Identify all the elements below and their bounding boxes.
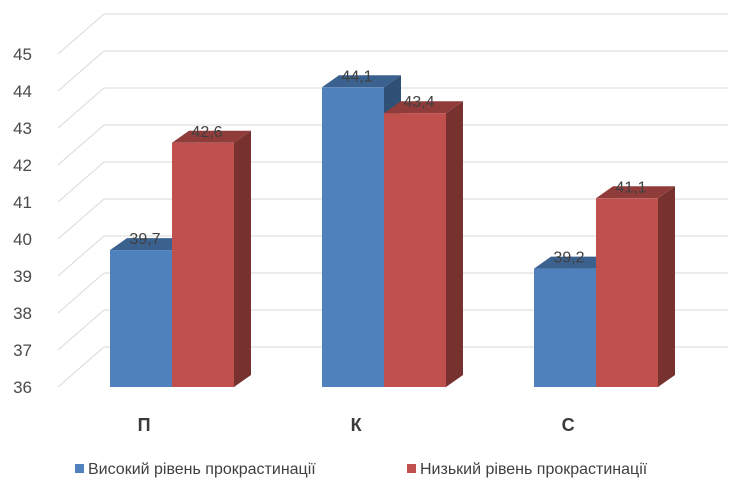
y-tick-label: 42 [13,156,32,175]
legend: Високий рівень прокрастинації Низький рів… [75,461,648,478]
legend-label: Низький рівень прокрастинації [420,461,648,478]
bar-side [658,186,675,387]
grid-line-diagonal [57,309,105,351]
legend-swatch [75,464,84,473]
bar-front [322,87,384,388]
y-tick-label: 36 [13,378,32,397]
bar-low-2 [596,186,675,387]
grid-line-diagonal [57,161,105,203]
bar-side [446,101,463,387]
bar-top [322,75,401,88]
grid-line-diagonal [57,235,105,277]
data-label: 42,6 [191,124,222,141]
bars [110,75,675,388]
data-label: 43,4 [403,94,434,111]
x-category-label: П [138,415,151,435]
grid-line-diagonal [57,13,105,55]
bar-top [534,256,613,269]
grid-line-diagonal [57,346,105,388]
bar-side [234,130,251,388]
legend-swatch [407,464,416,473]
x-category-label: К [351,415,363,435]
y-tick-label: 37 [13,341,32,360]
legend-label: Високий рівень прокрастинації [88,461,316,478]
grid-line-diagonal [57,87,105,129]
y-tick-label: 40 [13,230,32,249]
grid-line-diagonal [57,198,105,240]
y-tick-label: 38 [13,304,32,323]
bar-top [596,186,675,199]
bar-low-1 [384,101,463,387]
bar-top [172,130,251,143]
bar-front [172,142,234,387]
bar-front [534,268,596,387]
y-tick-label: 43 [13,119,32,138]
y-tick-label: 41 [13,193,32,212]
y-axis-ticks: 36 37 38 39 40 41 42 43 44 45 [13,45,32,397]
grid-line-diagonal [57,272,105,314]
bar-top [384,101,463,114]
y-tick-label: 45 [13,45,32,64]
grid-line-diagonal [57,124,105,166]
data-label: 39,7 [129,231,160,248]
y-tick-label: 44 [13,82,32,101]
data-label: 44,1 [341,68,372,85]
bar-front [110,250,172,387]
legend-item-1: Низький рівень прокрастинації [407,461,648,478]
bar-low-0 [172,130,251,388]
data-label: 41,1 [615,179,646,196]
bar-top [110,238,189,251]
y-tick-label: 39 [13,267,32,286]
grid-line-diagonal [57,50,105,92]
bar-front [596,198,658,387]
bar-front [384,113,446,387]
x-category-label: С [562,415,575,435]
data-label: 39,2 [553,250,584,267]
data-labels: 39,7 42,6 44,1 43,4 39,2 41,1 [129,68,646,266]
legend-item-0: Високий рівень прокрастинації [75,461,316,478]
